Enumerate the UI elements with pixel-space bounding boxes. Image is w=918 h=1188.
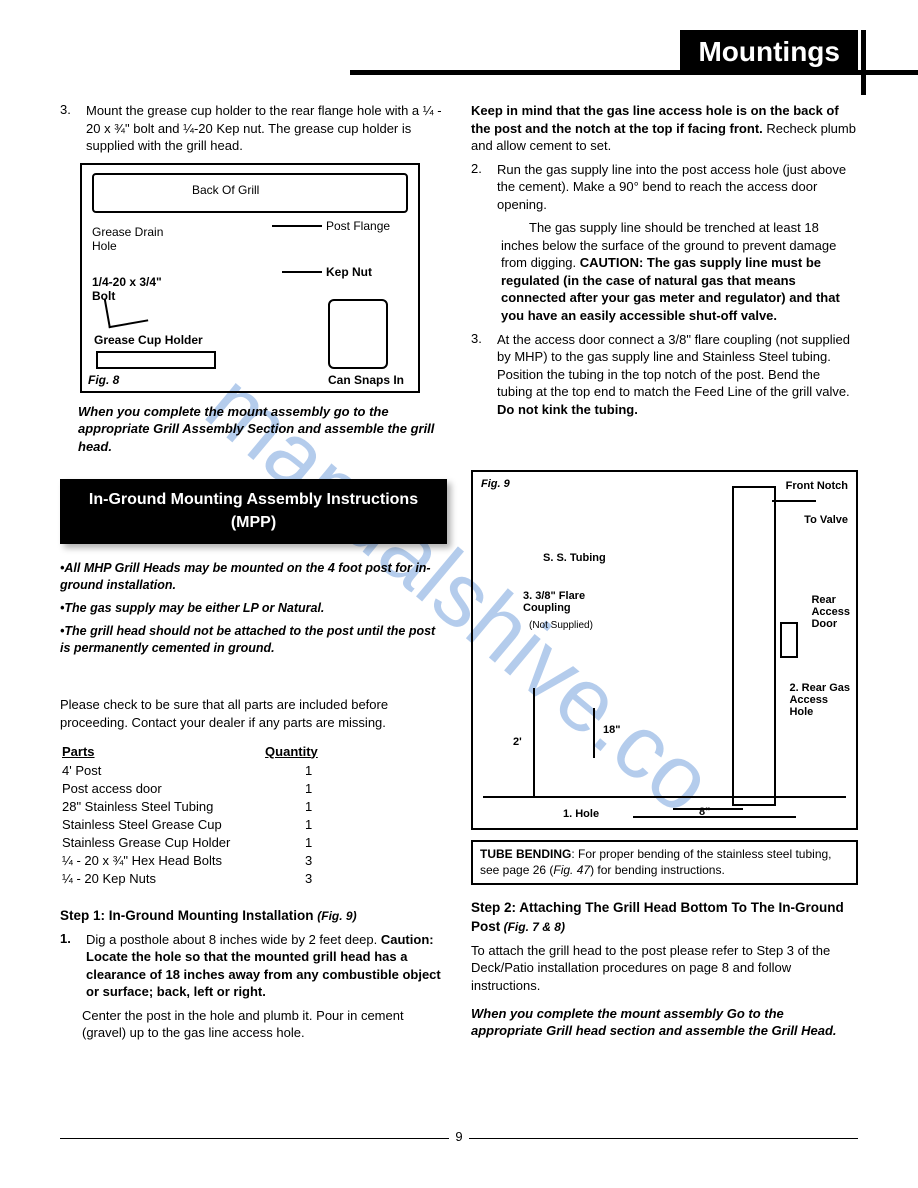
- part-name: Stainless Steel Grease Cup: [62, 817, 263, 833]
- step1-heading: Step 1: In-Ground Mounting Installation …: [60, 907, 447, 925]
- left-column: 3. Mount the grease cup holder to the re…: [60, 102, 447, 1048]
- right-item-2-p2: The gas supply line should be trenched a…: [471, 219, 858, 324]
- list-text: Dig a posthole about 8 inches wide by 2 …: [86, 931, 447, 1001]
- fig9-ss-tubing: S. S. Tubing: [543, 552, 606, 564]
- step2-after: When you complete the mount assembly Go …: [471, 1005, 858, 1040]
- fig9-caption: Fig. 9: [481, 478, 510, 490]
- list-number: 1.: [60, 931, 78, 1001]
- fig8-label-back: Back Of Grill: [192, 183, 259, 197]
- part-qty: 1: [265, 763, 328, 779]
- step2-text: To attach the grill head to the post ple…: [471, 942, 858, 995]
- fig9-rear-door: RearAccessDoor: [811, 594, 850, 630]
- page-footer: 9: [60, 1138, 858, 1154]
- part-qty: 3: [265, 871, 328, 887]
- parts-table: Parts Quantity 4' Post1 Post access door…: [60, 742, 330, 889]
- table-row: 4' Post1: [62, 763, 328, 779]
- right-item-2: 2. Run the gas supply line into the post…: [471, 161, 858, 214]
- step1-figref: (Fig. 9): [317, 909, 356, 923]
- list-number: 3.: [471, 331, 489, 419]
- part-qty: 1: [265, 817, 328, 833]
- fig9-2: 2': [513, 736, 522, 748]
- list-text: Mount the grease cup holder to the rear …: [86, 102, 447, 155]
- part-qty: 3: [265, 853, 328, 869]
- right-column: Keep in mind that the gas line access ho…: [471, 102, 858, 1048]
- list-text: Run the gas supply line into the post ac…: [497, 161, 858, 214]
- fig9-rear-gas: 2. Rear GasAccessHole: [789, 682, 850, 718]
- two-column-layout: 3. Mount the grease cup holder to the re…: [60, 102, 858, 1048]
- fig9-to-valve: To Valve: [804, 514, 848, 526]
- step1-item: 1. Dig a posthole about 8 inches wide by…: [60, 931, 447, 1001]
- table-row: Post access door1: [62, 781, 328, 797]
- item3-b: Do not kink the tubing.: [497, 402, 638, 417]
- col-qty: Quantity: [265, 744, 328, 761]
- part-name: 28" Stainless Steel Tubing: [62, 799, 263, 815]
- right-item-3: 3. At the access door connect a 3/8" fla…: [471, 331, 858, 419]
- fig9-8: 8": [699, 806, 710, 818]
- part-name: ¼ - 20 Kep Nuts: [62, 871, 263, 887]
- after-fig8-note: When you complete the mount assembly go …: [60, 403, 447, 456]
- part-name: Stainless Grease Cup Holder: [62, 835, 263, 851]
- list-number: 3.: [60, 102, 78, 155]
- part-qty: 1: [265, 781, 328, 797]
- fig9-hole: 1. Hole: [563, 808, 599, 820]
- fig9-18: 18": [603, 724, 620, 736]
- tube-note-bold: TUBE BENDING: [480, 847, 571, 861]
- figure-8: Back Of Grill Post Flange Grease DrainHo…: [80, 163, 420, 393]
- step2-figref: (Fig. 7 & 8): [500, 920, 565, 934]
- left-item-3: 3. Mount the grease cup holder to the re…: [60, 102, 447, 155]
- bullet-2: •The gas supply may be either LP or Natu…: [60, 600, 447, 617]
- page-number: 9: [449, 1129, 468, 1144]
- fig9-front-notch: Front Notch: [786, 480, 848, 492]
- fig8-label-drain: Grease DrainHole: [92, 225, 163, 253]
- fig9-flare-sub: (Not Supplied): [529, 620, 593, 631]
- part-qty: 1: [265, 835, 328, 851]
- keep-in-mind: Keep in mind that the gas line access ho…: [471, 102, 858, 155]
- part-qty: 1: [265, 799, 328, 815]
- page-title: Mountings: [680, 30, 858, 74]
- table-header-row: Parts Quantity: [62, 744, 328, 761]
- tube-note-fig: Fig. 47: [553, 863, 590, 877]
- fig8-label-gch: Grease Cup Holder: [94, 333, 203, 347]
- table-row: ¼ - 20 x ¾" Hex Head Bolts3: [62, 853, 328, 869]
- bullet-notes: •All MHP Grill Heads may be mounted on t…: [60, 560, 447, 656]
- step1-a: Dig a posthole about 8 inches wide by 2 …: [86, 932, 377, 947]
- fig9-flare: 3. 3/8" FlareCoupling: [523, 590, 585, 614]
- fig8-label-kep-nut: Kep Nut: [326, 265, 372, 279]
- tube-note-end: ) for bending instructions.: [590, 863, 725, 877]
- list-text: At the access door connect a 3/8" flare …: [497, 331, 858, 419]
- precheck-text: Please check to be sure that all parts a…: [60, 696, 447, 731]
- item3-a: At the access door connect a 3/8" flare …: [497, 332, 850, 400]
- header-rule-v: [861, 30, 866, 95]
- part-name: 4' Post: [62, 763, 263, 779]
- table-row: Stainless Grease Cup Holder1: [62, 835, 328, 851]
- bullet-3: •The grill head should not be attached t…: [60, 623, 447, 657]
- part-name: ¼ - 20 x ¾" Hex Head Bolts: [62, 853, 263, 869]
- section-heading-inground: In-Ground Mounting Assembly Instructions…: [60, 479, 447, 544]
- step2-heading: Step 2: Attaching The Grill Head Bottom …: [471, 899, 858, 935]
- list-number: 2.: [471, 161, 489, 214]
- bullet-1: •All MHP Grill Heads may be mounted on t…: [60, 560, 447, 594]
- table-row: Stainless Steel Grease Cup1: [62, 817, 328, 833]
- col-parts: Parts: [62, 744, 263, 761]
- step1-title: Step 1: In-Ground Mounting Installation: [60, 908, 313, 923]
- fig8-label-post-flange: Post Flange: [326, 219, 390, 233]
- step1-b: Center the post in the hole and plumb it…: [60, 1007, 447, 1042]
- tube-bending-note: TUBE BENDING: For proper bending of the …: [471, 840, 858, 885]
- part-name: Post access door: [62, 781, 263, 797]
- table-row: ¼ - 20 Kep Nuts3: [62, 871, 328, 887]
- table-row: 28" Stainless Steel Tubing1: [62, 799, 328, 815]
- fig8-label-can: Can Snaps In: [328, 373, 404, 387]
- figure-9: Fig. 9 Front Notch To Valve S. S. Tubing…: [471, 470, 858, 830]
- header: Mountings: [60, 30, 858, 74]
- fig8-caption: Fig. 8: [88, 373, 119, 387]
